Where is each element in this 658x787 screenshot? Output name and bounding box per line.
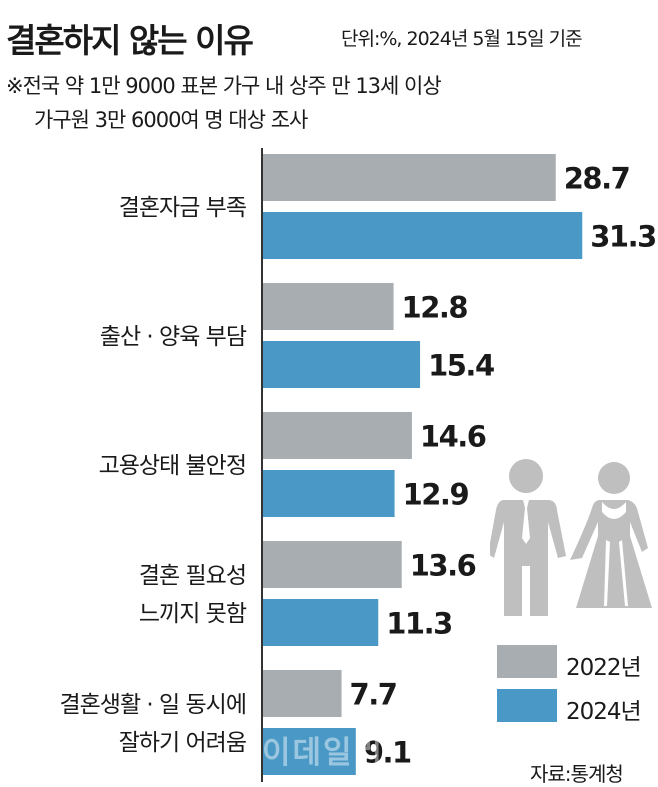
bar-2022 xyxy=(263,283,394,330)
unit-note: 단위:%, 2024년 5월 15일 기준 xyxy=(341,28,583,50)
category-label: 잘하기 어려움 xyxy=(119,730,246,756)
bar-2024 xyxy=(263,470,395,517)
category-label: 결혼자금 부족 xyxy=(119,195,246,221)
value-label: 28.7 xyxy=(564,162,630,196)
category-label: 결혼생활 · 일 동시에 xyxy=(59,692,246,718)
bar-2022 xyxy=(263,541,402,588)
chart-title: 결혼하지 않는 이유 xyxy=(6,21,254,60)
value-label: 14.6 xyxy=(420,420,486,454)
category-label: 결혼 필요성 xyxy=(139,563,246,589)
value-label: 13.6 xyxy=(410,549,476,583)
survey-note-line-2: 가구원 3만 6000여 명 대상 조사 xyxy=(34,108,308,132)
value-label: 12.9 xyxy=(403,478,469,512)
category-label: 출산 · 양육 부담 xyxy=(100,324,247,350)
bar-2024 xyxy=(263,212,583,259)
value-label: 15.4 xyxy=(428,349,494,383)
survey-note-line-1: ※전국 약 1만 9000 표본 가구 내 상주 만 13세 이상 xyxy=(6,74,442,98)
bar-2022 xyxy=(263,670,342,717)
source-note: 자료:통계청 xyxy=(530,762,624,786)
bar-2022 xyxy=(263,412,412,459)
category-label: 느끼지 못함 xyxy=(139,601,247,627)
bar-2024 xyxy=(263,599,379,646)
value-label: 11.3 xyxy=(386,607,452,641)
category-label: 고용상태 불안정 xyxy=(99,453,246,479)
legend-label-2024: 2024년 xyxy=(566,699,642,725)
bar-2024 xyxy=(263,728,356,775)
watermark: 이데일리 xyxy=(262,735,385,771)
legend-swatch-2024 xyxy=(497,689,557,722)
value-label: 9.1 xyxy=(364,736,411,770)
bar-2024 xyxy=(263,341,421,388)
value-label: 12.8 xyxy=(402,291,468,325)
value-label: 7.7 xyxy=(350,678,397,712)
legend-swatch-2022 xyxy=(497,645,557,678)
wedding-couple-icon xyxy=(490,459,652,616)
legend-label-2022: 2022년 xyxy=(566,655,642,681)
bar-2022 xyxy=(263,154,556,201)
value-label: 31.3 xyxy=(590,220,656,254)
